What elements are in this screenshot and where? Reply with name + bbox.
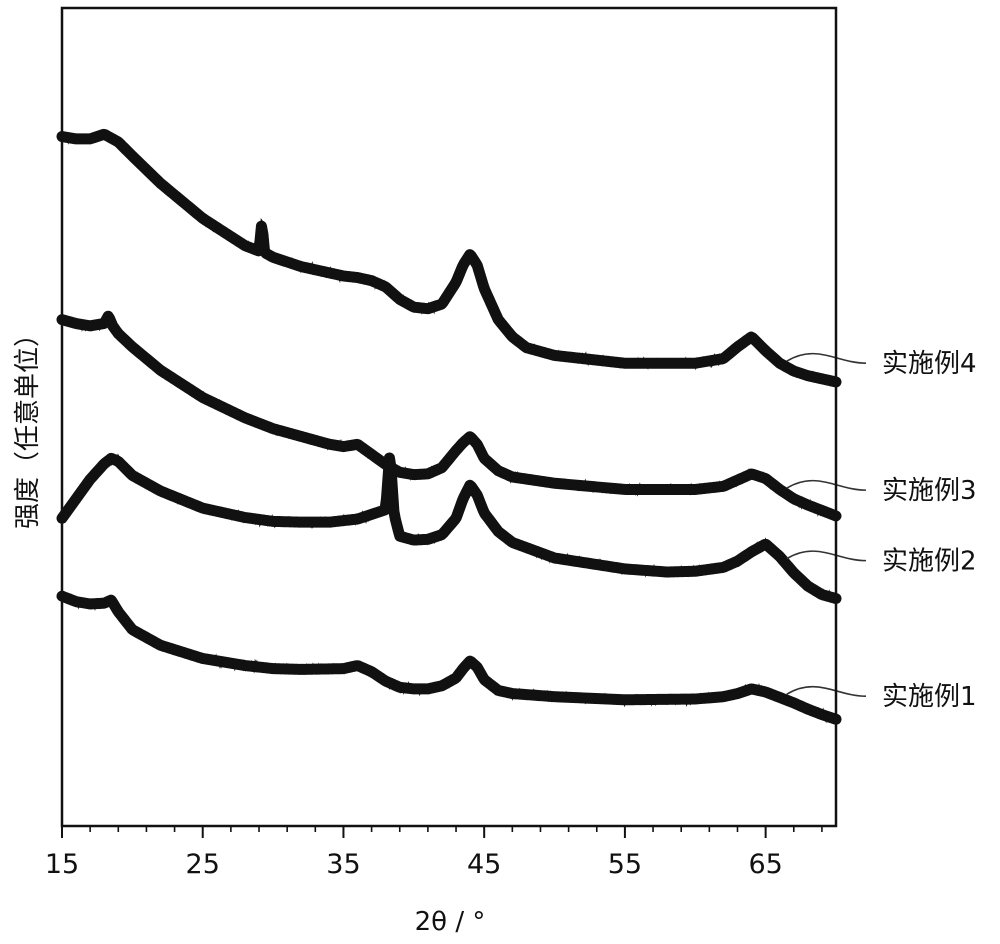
- series-2-label: 实施例2: [882, 547, 977, 577]
- series-3-label: 实施例3: [882, 476, 977, 506]
- series-layer: [62, 131, 836, 723]
- series-2-leader: [787, 551, 866, 561]
- plot-frame: [62, 8, 836, 826]
- series-label-layer: 实施例1 实施例2 实施例3 实施例4: [787, 349, 977, 712]
- x-tick-layer: 15 25 35 45 55 65: [45, 826, 822, 880]
- series-1-line: [62, 596, 836, 719]
- x-tick-label: 45: [467, 849, 501, 880]
- series-4-label: 实施例4: [882, 349, 977, 379]
- x-tick-label: 35: [326, 849, 360, 880]
- series-4-leader: [787, 354, 866, 364]
- series-1-label: 实施例1: [882, 682, 977, 712]
- x-tick-label: 65: [748, 849, 782, 880]
- x-axis-label: 2θ / °: [415, 907, 486, 937]
- series-1-noise: [62, 593, 836, 723]
- x-tick-label: 15: [45, 849, 79, 880]
- series-1-leader: [787, 687, 866, 697]
- x-tick-label: 55: [608, 849, 642, 880]
- y-axis-label: 强度（任意单位）: [13, 321, 43, 529]
- series-3-leader: [787, 481, 866, 491]
- series-4-line: [62, 134, 836, 382]
- series-2-noise: [62, 455, 836, 602]
- series-4-noise: [62, 131, 836, 386]
- x-tick-label: 25: [186, 849, 220, 880]
